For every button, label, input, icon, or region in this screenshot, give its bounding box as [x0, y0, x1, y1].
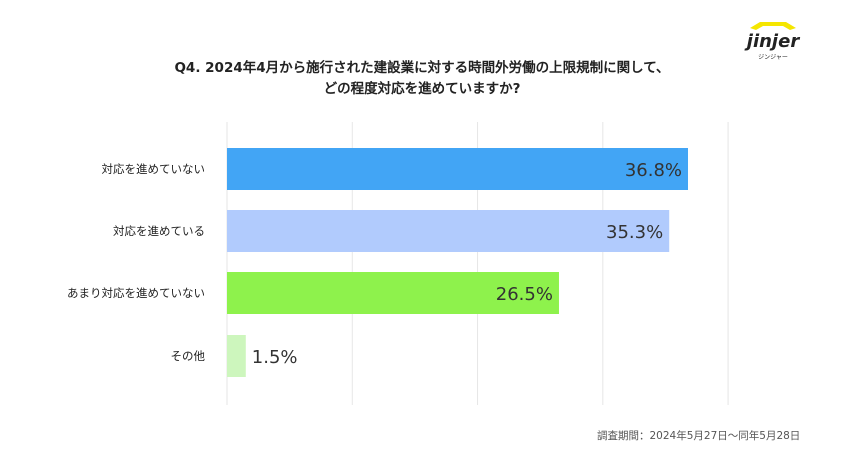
- category-label: 対応を進めている: [113, 224, 205, 238]
- jinjer-logo: jinjer ジンジャー: [744, 22, 801, 61]
- bar-2: [227, 210, 670, 252]
- category-label: その他: [171, 349, 206, 363]
- data-label: 35.3%: [606, 222, 663, 243]
- svg-text:jinjer: jinjer: [744, 31, 801, 52]
- bar-4: [227, 335, 246, 377]
- bar-1: [227, 148, 688, 190]
- data-label: 26.5%: [496, 284, 553, 305]
- survey-period: 調査期間：2024年5月27日〜同年5月28日: [597, 430, 801, 442]
- category-label: 対応を進めていない: [102, 162, 206, 176]
- category-label: あまり対応を進めていない: [67, 286, 205, 300]
- bar-3: [227, 272, 559, 314]
- data-label: 1.5%: [252, 347, 298, 368]
- title-line-1: Q4. 2024年4月から施行された建設業に対する時間外労働の上限規制に関して、: [174, 60, 670, 76]
- data-label: 36.8%: [625, 160, 682, 181]
- chart-title: Q4. 2024年4月から施行された建設業に対する時間外労働の上限規制に関して、…: [0, 58, 844, 100]
- svg-text:ジンジャー: ジンジャー: [758, 54, 788, 61]
- title-line-2: どの程度対応を進めていますか?: [323, 81, 521, 97]
